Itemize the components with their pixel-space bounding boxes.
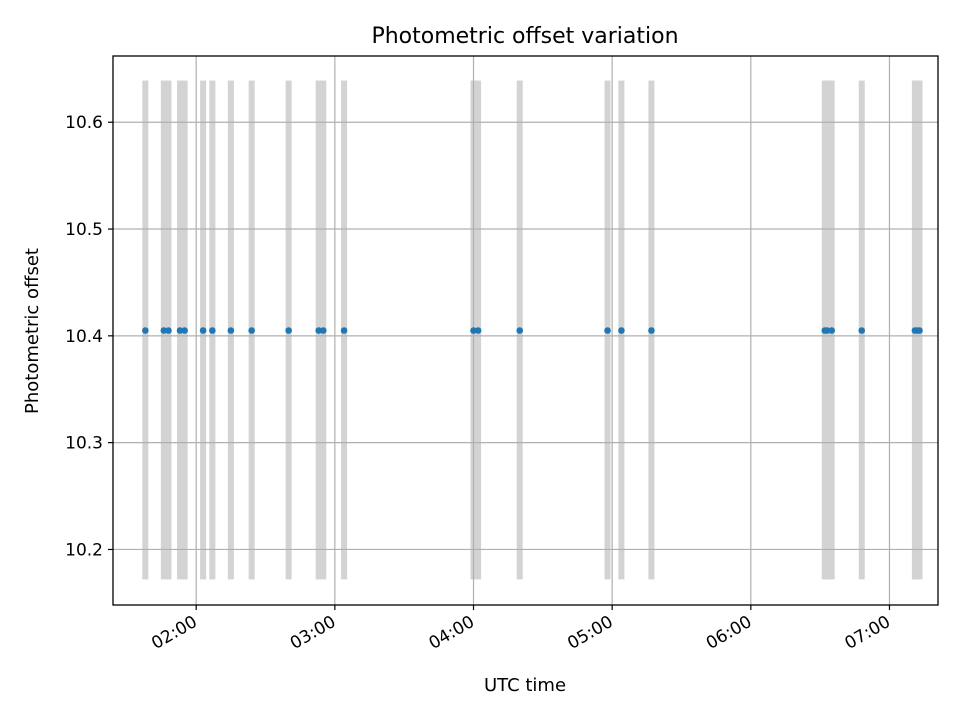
data-point-25	[916, 327, 923, 334]
plot-frame	[112, 55, 939, 606]
data-point-9	[285, 327, 292, 334]
data-point-15	[516, 327, 524, 334]
y-axis-ticks: 10.2 10.3 10.4 10.5 10.6	[65, 113, 113, 560]
data-point-13	[470, 327, 477, 334]
data-point-5	[199, 327, 207, 334]
data-point-7	[227, 327, 235, 334]
y-tick-label-1: 10.3	[65, 434, 103, 454]
data-point-21	[828, 327, 835, 334]
data-point-0	[142, 327, 149, 334]
data-point-1	[160, 327, 168, 334]
y-tick-label-0: 10.2	[65, 540, 103, 560]
y-axis-label: Photometric offset	[22, 248, 43, 414]
x-axis-label: UTC time	[484, 675, 566, 696]
data-point-11	[319, 327, 327, 334]
data-point-17	[618, 327, 625, 334]
data-point-3	[176, 327, 184, 334]
data-point-12	[340, 327, 348, 334]
chart-title: Photometric offset variation	[371, 24, 678, 49]
data-point-22	[858, 327, 866, 334]
data-point-6	[209, 327, 216, 334]
data-point-8	[248, 327, 255, 334]
data-point-16	[604, 327, 611, 334]
data-point-10	[315, 327, 322, 334]
grid-lines	[113, 56, 938, 605]
data-point-2	[165, 327, 172, 334]
data-point-14	[474, 327, 482, 334]
y-tick-label-4: 10.6	[65, 113, 103, 133]
y-tick-label-3: 10.5	[65, 220, 103, 240]
data-points	[142, 327, 923, 334]
data-point-18	[648, 327, 655, 334]
y-tick-label-2: 10.4	[65, 327, 103, 347]
data-point-20	[823, 327, 831, 334]
data-point-4	[181, 327, 188, 334]
